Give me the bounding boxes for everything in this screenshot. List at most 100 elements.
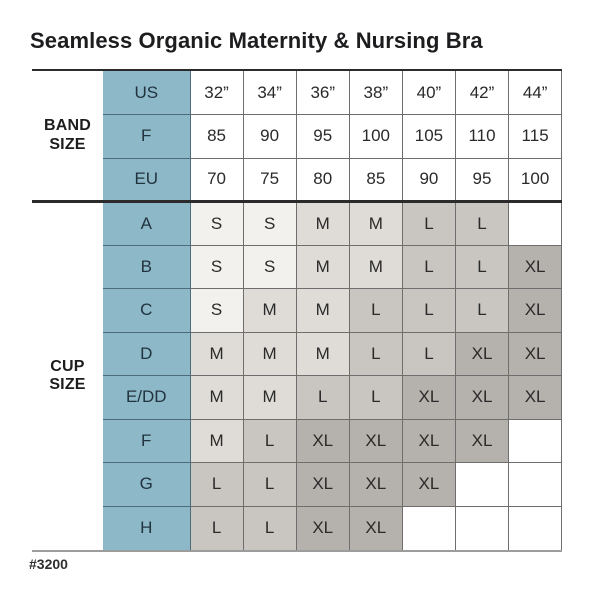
cup-size-row-F: F M L XL XL XL XL bbox=[32, 418, 563, 463]
size-cell: XL bbox=[454, 418, 510, 463]
band-size-row-EU: EU 70 75 80 85 90 95 100 bbox=[32, 157, 563, 203]
size-cell: M bbox=[348, 244, 403, 289]
size-cell: 44” bbox=[508, 71, 563, 115]
size-cell: XL bbox=[295, 505, 350, 550]
size-cell: L bbox=[348, 331, 403, 376]
size-cell: M bbox=[295, 201, 350, 246]
size-cell: M bbox=[295, 331, 350, 376]
table-bottom-rule bbox=[32, 549, 562, 552]
empty-cell bbox=[454, 505, 510, 550]
row-header-E/DD: E/DD bbox=[103, 375, 191, 420]
size-cell: M bbox=[295, 244, 350, 289]
size-cell: 42” bbox=[454, 71, 510, 115]
size-cell: M bbox=[189, 418, 244, 463]
size-cell: S bbox=[189, 288, 244, 333]
size-cell: 85 bbox=[348, 157, 403, 203]
size-cell: S bbox=[242, 201, 297, 246]
cup-size-label: CUP SIZE bbox=[32, 201, 103, 550]
size-cell: 32” bbox=[189, 71, 244, 115]
size-cell: L bbox=[454, 244, 510, 289]
size-cell: 115 bbox=[508, 114, 563, 159]
size-cell: XL bbox=[295, 418, 350, 463]
table-top-rule bbox=[32, 69, 562, 71]
size-cell: M bbox=[242, 331, 297, 376]
size-cell: S bbox=[189, 244, 244, 289]
row-header-D: D bbox=[103, 331, 191, 376]
size-cell: L bbox=[401, 244, 456, 289]
row-header-A: A bbox=[103, 201, 191, 246]
empty-cell bbox=[401, 505, 456, 550]
size-cell: XL bbox=[454, 375, 510, 420]
cup-size-row-C: C S M M L L L XL bbox=[32, 288, 563, 333]
cup-size-row-G: G L L XL XL XL bbox=[32, 462, 563, 507]
size-cell: XL bbox=[454, 331, 510, 376]
size-cell: M bbox=[242, 375, 297, 420]
empty-cell bbox=[508, 462, 563, 507]
size-cell: XL bbox=[401, 418, 456, 463]
cup-size-row-D: D M M M L L XL XL bbox=[32, 331, 563, 376]
size-cell: XL bbox=[401, 375, 456, 420]
size-cell: XL bbox=[348, 418, 403, 463]
size-cell: L bbox=[242, 462, 297, 507]
size-cell: M bbox=[348, 201, 403, 246]
size-cell: 105 bbox=[401, 114, 456, 159]
size-cell: XL bbox=[348, 462, 403, 507]
size-cell: 90 bbox=[242, 114, 297, 159]
size-cell: 70 bbox=[189, 157, 244, 203]
size-cell: L bbox=[454, 201, 510, 246]
size-cell: 80 bbox=[295, 157, 350, 203]
row-header-F: F bbox=[103, 418, 191, 463]
size-cell: L bbox=[454, 288, 510, 333]
size-cell: L bbox=[295, 375, 350, 420]
size-cell: 110 bbox=[454, 114, 510, 159]
size-cell: 95 bbox=[454, 157, 510, 203]
size-chart-table: BAND SIZE US 32” 34” 36” 38” 40” 42” 44” F 85 90 95 10… bbox=[32, 71, 563, 550]
empty-cell bbox=[454, 462, 510, 507]
size-cell: S bbox=[242, 244, 297, 289]
size-cell: L bbox=[348, 375, 403, 420]
size-cell: 38” bbox=[348, 71, 403, 115]
size-cell: L bbox=[242, 418, 297, 463]
size-cell: M bbox=[242, 288, 297, 333]
size-cell: 85 bbox=[189, 114, 244, 159]
size-cell: XL bbox=[508, 288, 563, 333]
row-header-F: F bbox=[103, 114, 191, 159]
size-cell: 95 bbox=[295, 114, 350, 159]
empty-cell bbox=[508, 201, 563, 246]
size-cell: L bbox=[242, 505, 297, 550]
band-size-row-F: F 85 90 95 100 105 110 115 bbox=[32, 114, 563, 159]
size-cell: XL bbox=[508, 375, 563, 420]
size-cell: 100 bbox=[508, 157, 563, 203]
size-cell: L bbox=[401, 331, 456, 376]
cup-size-row-E/DD: E/DD M M L L XL XL XL bbox=[32, 375, 563, 420]
size-cell: L bbox=[189, 505, 244, 550]
size-cell: M bbox=[189, 375, 244, 420]
size-cell: XL bbox=[401, 462, 456, 507]
size-cell: XL bbox=[295, 462, 350, 507]
size-cell: 34” bbox=[242, 71, 297, 115]
size-cell: L bbox=[401, 201, 456, 246]
row-header-H: H bbox=[103, 505, 191, 550]
empty-cell bbox=[508, 505, 563, 550]
cup-size-row-A: CUP SIZE A S S M M L L bbox=[32, 201, 563, 550]
empty-cell bbox=[508, 418, 563, 463]
size-cell: S bbox=[189, 201, 244, 246]
row-header-US: US bbox=[103, 71, 191, 115]
page-title: Seamless Organic Maternity & Nursing Bra bbox=[30, 28, 483, 53]
row-header-G: G bbox=[103, 462, 191, 507]
size-cell: 100 bbox=[348, 114, 403, 159]
size-cell: 36” bbox=[295, 71, 350, 115]
size-cell: L bbox=[348, 288, 403, 333]
size-cell: L bbox=[189, 462, 244, 507]
band-size-row-US: BAND SIZE US 32” 34” 36” 38” 40” 42” 44” bbox=[32, 71, 563, 203]
product-code: #3200 bbox=[29, 556, 68, 572]
row-header-B: B bbox=[103, 244, 191, 289]
size-cell: 90 bbox=[401, 157, 456, 203]
size-cell: 40” bbox=[401, 71, 456, 115]
cup-size-row-B: B S S M M L L XL bbox=[32, 244, 563, 289]
size-cell: XL bbox=[508, 331, 563, 376]
size-cell: L bbox=[401, 288, 456, 333]
band-size-label: BAND SIZE bbox=[32, 71, 103, 203]
size-cell: 75 bbox=[242, 157, 297, 203]
size-cell: M bbox=[189, 331, 244, 376]
